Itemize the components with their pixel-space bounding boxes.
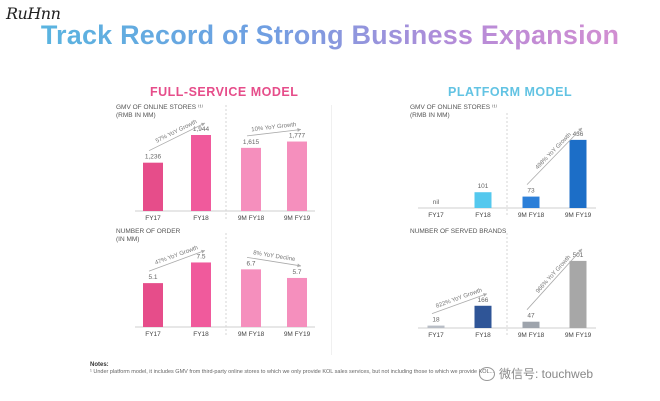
category-label: FY17 [145,331,161,338]
growth-arrowhead [201,122,205,127]
growth-arrow [526,248,583,310]
bar-fy17 [143,283,163,327]
category-label: 9M FY19 [565,332,592,339]
page-title: Track Record of Strong Business Expansio… [0,20,660,51]
category-label: 9M FY18 [238,331,265,338]
company-logo: RuHnn [6,4,61,23]
growth-label: 498% YoY Growth [535,132,573,171]
value-label: 1,777 [289,133,306,140]
value-label: 18 [432,317,440,324]
value-label: 436 [573,131,584,138]
growth-label: 966% YoY Growth [535,255,572,295]
category-label: FY18 [475,212,491,219]
bar-fy18 [191,262,211,327]
bar-9m-fy18 [522,321,540,328]
bar-fy17 [143,162,163,211]
bar-9m-fy18 [241,269,261,327]
category-label: 9M FY18 [238,215,265,222]
platform-heading: PLATFORM MODEL [448,85,573,99]
value-label: 1,236 [145,154,162,161]
bar-9m-fy19 [569,139,587,208]
growth-arrow [526,127,583,185]
value-label: 1,615 [243,139,260,146]
category-label: FY18 [193,331,209,338]
value-label: nil [433,199,440,206]
growth-label: 8% YoY Decline [253,250,297,263]
bar-9m-fy19 [569,260,587,328]
growth-arrow [148,250,206,272]
watermark: 微信号: touchweb [479,365,593,382]
value-label: 501 [573,252,584,259]
category-label: 9M FY19 [565,212,592,219]
value-label: 166 [478,297,489,304]
value-label: 47 [527,313,535,320]
bar-fy18 [474,192,492,208]
gmv-full-label: GMV OF ONLINE STORES ⁽¹⁾ (RMB IN MM) [116,104,204,119]
wechat-icon [479,366,495,381]
growth-arrowhead [297,263,301,268]
bar-9m-fy19 [287,277,307,327]
section-divider [331,105,332,355]
gmv-platform-label: GMV OF ONLINE STORES ⁽¹⁾ (RMB IN MM) [410,104,498,119]
value-label: 5.7 [292,269,301,276]
category-label: FY18 [475,332,491,339]
value-label: 1,944 [193,126,210,133]
bar-fy18 [191,135,211,211]
growth-arrow [148,122,206,152]
value-label: 101 [478,183,489,190]
category-label: FY17 [428,332,444,339]
category-label: 9M FY18 [518,332,545,339]
bar-9m-fy18 [241,147,261,211]
growth-arrowhead [297,128,301,132]
growth-arrow [246,256,302,267]
value-label: 7.5 [196,253,205,260]
growth-arrowhead [578,127,582,132]
growth-arrowhead [483,293,487,297]
value-label: 73 [527,188,535,195]
footnotes: Notes: ¹ Under platform model, it includ… [90,362,495,375]
growth-arrowhead [201,249,205,254]
growth-arrow [246,129,302,137]
category-label: 9M FY18 [518,212,545,219]
brands-label: NUMBER OF SERVED BRANDS [410,228,507,235]
category-label: FY17 [428,212,444,219]
bar-9m-fy19 [287,141,307,211]
orders-label: NUMBER OF ORDER (IN MM) [116,228,181,243]
bar-fy17 [427,325,445,328]
full-service-heading: FULL-SERVICE MODEL [150,85,299,99]
category-label: 9M FY19 [284,215,311,222]
value-label: 6.7 [246,260,255,267]
bar-fy18 [474,305,492,328]
category-label: FY17 [145,215,161,222]
category-label: 9M FY19 [284,331,311,338]
value-label: 5.1 [148,274,157,281]
bar-9m-fy18 [522,196,540,208]
growth-label: 10% YoY Growth [251,122,297,133]
growth-arrowhead [578,248,582,253]
growth-arrow [431,293,488,314]
category-label: FY18 [193,215,209,222]
